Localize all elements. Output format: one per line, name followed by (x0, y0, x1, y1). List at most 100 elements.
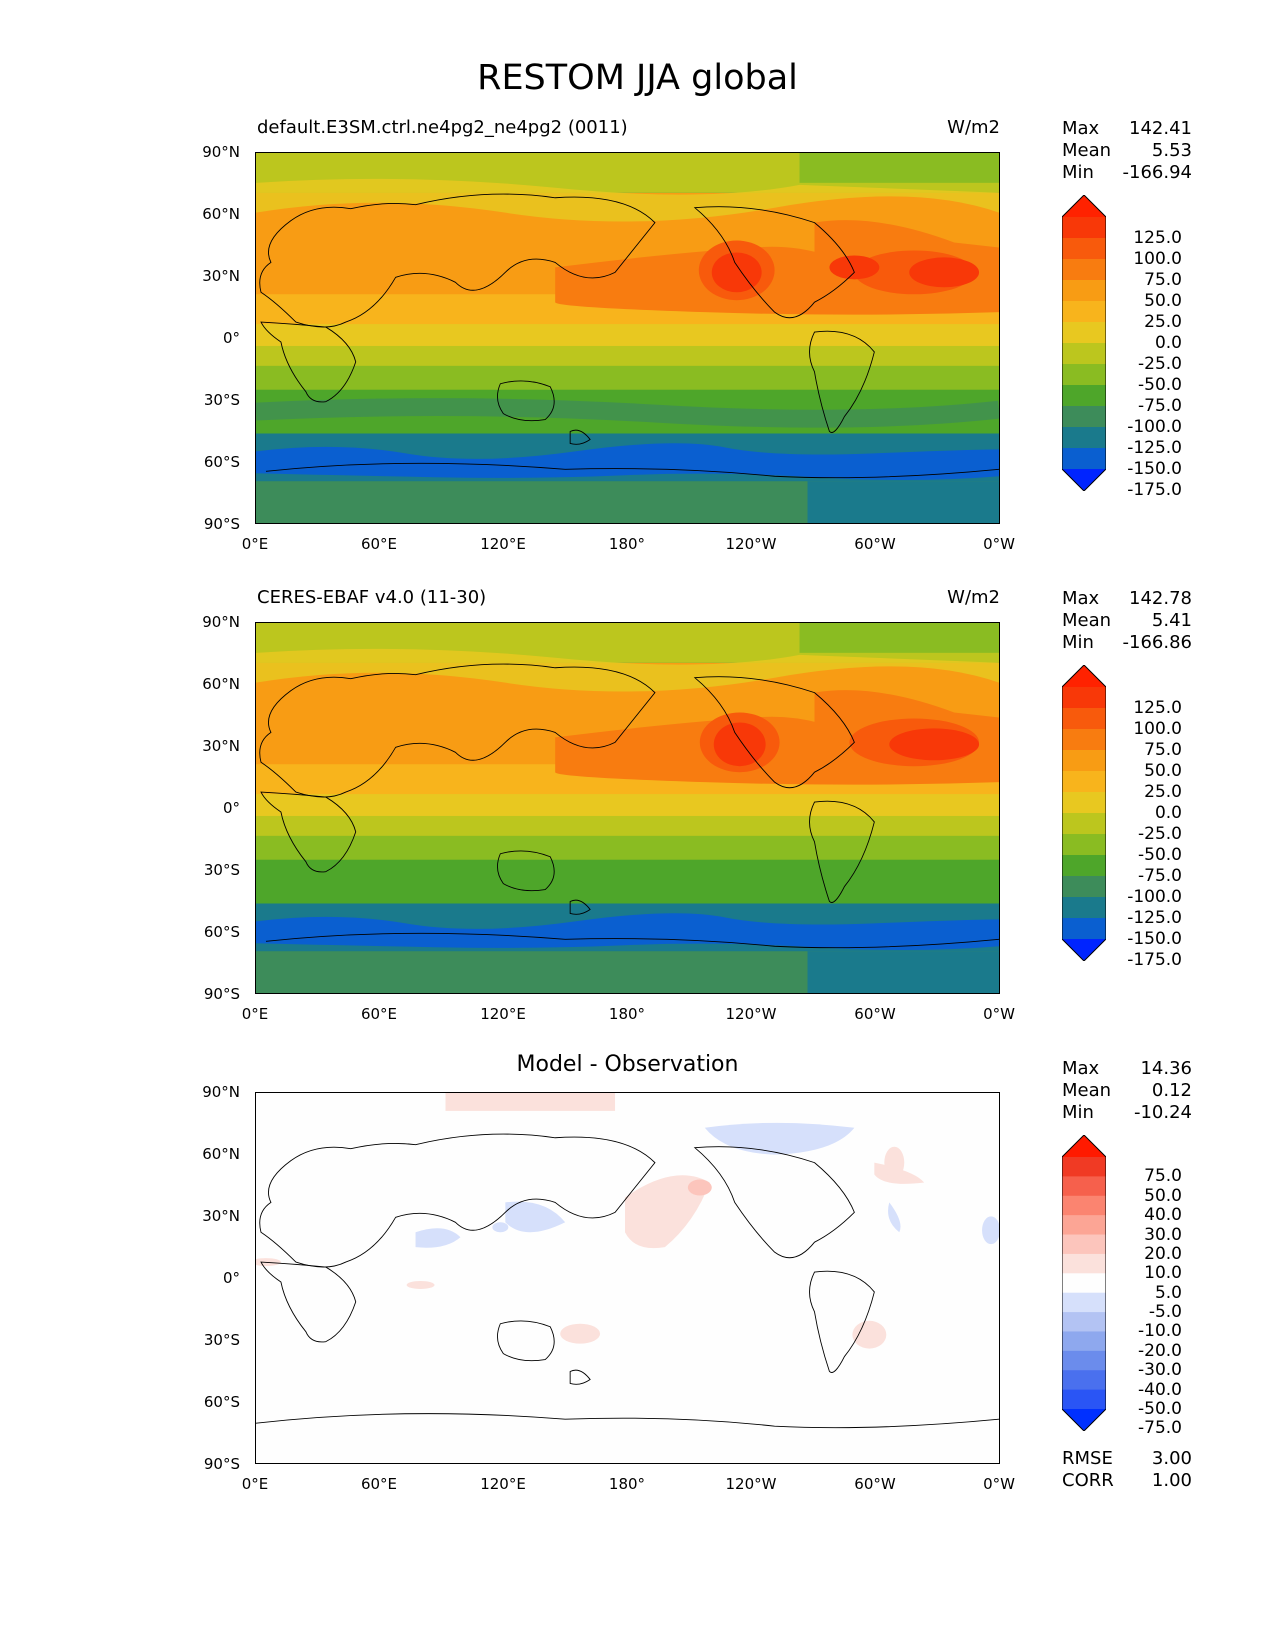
units-label: W/m2 (947, 587, 1000, 608)
lat-tick: 60°S (203, 453, 240, 471)
lon-tick: 0°W (983, 1005, 1015, 1023)
lat-tick: 90°S (203, 1455, 240, 1473)
colorbar-extend-bottom (1062, 1409, 1106, 1431)
stats-box: Max 14.36 Mean 0.12 Min -10.24 (1062, 1058, 1192, 1124)
corr-value: 1.00 (1151, 1470, 1192, 1491)
panel-observation: CERES-EBAF v4.0 (11-30) W/m2 (0, 470, 1275, 1023)
lon-tick: 0°W (983, 535, 1015, 553)
colorbar-swatch (1062, 364, 1106, 386)
colorbar-tick-label: -50.0 (1138, 1399, 1182, 1419)
lon-tick: 60°E (360, 535, 398, 553)
stat-max: 14.36 (1140, 1058, 1192, 1079)
panel-difference: Model - Observation (0, 940, 1275, 1493)
contour-field (256, 1093, 999, 1463)
lat-tick: 30°S (203, 391, 240, 409)
colorbar-swatch (1062, 1331, 1106, 1352)
colorbar-tick-label: -100.0 (1127, 887, 1182, 907)
stat-label: Min (1062, 1102, 1094, 1123)
colorbar-swatch (1062, 1234, 1106, 1255)
colorbar-tick-label: 125.0 (1133, 698, 1182, 718)
map-model (255, 152, 1000, 524)
colorbar-tick-label: -100.0 (1127, 417, 1182, 437)
colorbar-tick-label: -150.0 (1127, 459, 1182, 479)
colorbar-swatch (1062, 1350, 1106, 1371)
lat-tick: 30°N (202, 737, 240, 755)
lat-tick: 30°N (202, 1207, 240, 1225)
lat-tick: 0° (222, 329, 240, 347)
colorbar-swatches (1062, 1135, 1106, 1431)
lat-tick: 90°S (203, 515, 240, 533)
colorbar-tick-label: 5.0 (1154, 1282, 1182, 1303)
colorbar-swatch (1062, 708, 1106, 730)
colorbar (1062, 195, 1106, 491)
colorbar-tick-label: -50.0 (1138, 375, 1182, 395)
colorbar-tick-label: -75.0 (1138, 396, 1182, 416)
lon-tick: 0°E (241, 1005, 269, 1023)
map-observation (255, 622, 1000, 994)
lon-tick: 60°W (854, 1475, 896, 1493)
colorbar-swatch (1062, 876, 1106, 898)
colorbar-swatch (1062, 217, 1106, 239)
stat-max: 142.78 (1129, 588, 1192, 609)
colorbar-swatch (1062, 855, 1106, 877)
colorbar-swatch (1062, 259, 1106, 281)
colorbar-tick-label: 100.0 (1133, 719, 1182, 739)
lat-tick: 90°N (202, 1083, 240, 1101)
colorbar-extend-bottom (1062, 469, 1106, 491)
colorbar-tick-label: -125.0 (1127, 438, 1182, 458)
colorbar (1062, 1135, 1106, 1431)
colorbar (1062, 665, 1106, 961)
lat-tick: 60°S (203, 1393, 240, 1411)
colorbar-swatch (1062, 1157, 1106, 1177)
lon-tick: 60°E (360, 1475, 398, 1493)
colorbar-swatch (1062, 729, 1106, 751)
colorbar-tick-label: -125.0 (1127, 908, 1182, 928)
stats-box: Max 142.78 Mean 5.41 Min -166.86 (1062, 588, 1192, 654)
colorbar-tick-label: 50.0 (1144, 1185, 1182, 1206)
panel-label: default.E3SM.ctrl.ne4pg2_ne4pg2 (0011) (257, 117, 628, 138)
stat-mean: 5.41 (1151, 610, 1192, 631)
colorbar-tick-label: -75.0 (1138, 1418, 1182, 1439)
rmse-value: 3.00 (1151, 1448, 1192, 1469)
lon-tick: 120°W (725, 1005, 777, 1023)
colorbar-swatch (1062, 1215, 1106, 1236)
lat-tick: 90°S (203, 985, 240, 1003)
colorbar-tick-label: 20.0 (1144, 1243, 1182, 1264)
lon-tick: 120°W (725, 1475, 777, 1493)
colorbar-extend-bottom (1062, 939, 1106, 961)
panel-label: Model - Observation (516, 1052, 739, 1077)
lat-tick: 0° (222, 799, 240, 817)
colorbar-swatch (1062, 1273, 1106, 1294)
colorbar-swatch (1062, 1253, 1106, 1274)
lat-tick: 90°N (202, 143, 240, 161)
colorbar-swatch (1062, 385, 1106, 407)
figure-title: RESTOM JJA global (477, 58, 798, 98)
diff-stats: RMSE 3.00 CORR 1.00 (1062, 1448, 1192, 1492)
colorbar-swatch (1062, 771, 1106, 793)
colorbar-swatch (1062, 1292, 1106, 1313)
colorbar-swatch (1062, 1195, 1106, 1216)
panel-label: CERES-EBAF v4.0 (11-30) (257, 587, 487, 608)
colorbar-tick-label: 75.0 (1144, 270, 1182, 290)
stat-label: Min (1062, 632, 1094, 653)
colorbar-extend-top (1062, 1135, 1106, 1157)
colorbar-tick-label: 25.0 (1144, 312, 1182, 332)
stat-label: Max (1062, 588, 1100, 609)
colorbar-swatch (1062, 750, 1106, 772)
colorbar-tick-label: 0.0 (1154, 803, 1182, 823)
stat-label: Mean (1062, 140, 1112, 161)
stat-mean: 5.53 (1151, 140, 1192, 161)
colorbar-tick-label: 25.0 (1144, 782, 1182, 802)
stat-label: Mean (1062, 610, 1112, 631)
colorbar-tick-label: 40.0 (1144, 1205, 1182, 1226)
lon-tick: 60°W (854, 1005, 896, 1023)
colorbar-tick-label: -50.0 (1138, 845, 1182, 865)
lon-tick: 0°E (241, 1475, 269, 1493)
lat-tick: 60°S (203, 923, 240, 941)
map-difference (255, 1092, 1000, 1464)
lon-tick: 60°W (854, 535, 896, 553)
colorbar-swatch (1062, 1176, 1106, 1197)
lat-tick: 60°N (202, 1145, 240, 1163)
colorbar-tick-label: 75.0 (1144, 1166, 1182, 1187)
colorbar-swatch (1062, 813, 1106, 835)
